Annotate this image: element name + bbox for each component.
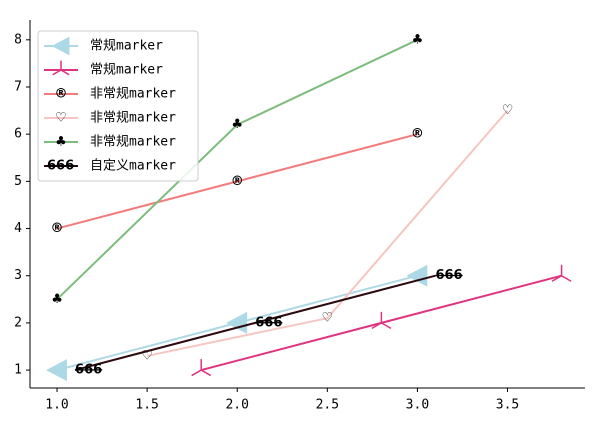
y-tick-label: 8	[14, 32, 22, 47]
y-tick-label: 1	[14, 363, 22, 378]
marker: ♣	[412, 32, 424, 47]
legend-box	[37, 30, 199, 182]
legend-label: 非常规marker	[90, 111, 176, 126]
legend-marker: ®	[55, 87, 68, 102]
legend-marker: ♣	[55, 135, 67, 150]
x-tick-label: 2.5	[316, 398, 339, 413]
y-tick-label: 6	[14, 127, 22, 142]
legend-marker: ♡	[55, 111, 67, 126]
legend-marker	[51, 36, 70, 56]
legend-label: 非常规marker	[90, 135, 176, 150]
x-tick-label: 1.0	[45, 398, 68, 413]
marker: ♡	[502, 103, 514, 118]
marker	[371, 311, 392, 330]
marker: 666	[435, 268, 462, 283]
legend-marker: 666	[47, 159, 74, 174]
legend-label: 非常规marker	[90, 87, 176, 102]
marker: ®	[51, 221, 64, 236]
marker: ♡	[141, 348, 153, 363]
y-tick-label: 2	[14, 315, 22, 330]
marker: ♡	[321, 311, 333, 326]
marker: ®	[231, 174, 244, 189]
legend-label: 常规marker	[90, 39, 163, 54]
marker	[406, 264, 428, 287]
marker	[191, 359, 212, 377]
x-tick-label: 3.0	[406, 398, 429, 413]
y-tick-label: 3	[14, 268, 22, 283]
y-tick-label: 7	[14, 79, 22, 94]
legend-marker	[52, 60, 70, 76]
legend-label: 常规marker	[90, 63, 163, 78]
marker: ®	[411, 127, 424, 142]
marker	[46, 359, 67, 382]
marker	[551, 264, 572, 282]
marker: 666	[75, 363, 102, 378]
x-tick-label: 3.5	[496, 398, 519, 413]
series-line	[56, 133, 418, 230]
marker: ♣	[231, 117, 243, 132]
series-line	[146, 109, 509, 357]
series-line	[74, 274, 436, 372]
marker: 666	[255, 315, 282, 330]
y-tick-label: 4	[14, 221, 22, 236]
x-tick-label: 1.5	[135, 398, 158, 413]
marker: ♣	[51, 292, 63, 307]
x-tick-label: 2.0	[225, 398, 248, 413]
series-line	[56, 38, 418, 301]
y-tick-label: 5	[14, 174, 22, 189]
legend-label: 自定义marker	[90, 159, 176, 174]
marker	[226, 311, 248, 334]
